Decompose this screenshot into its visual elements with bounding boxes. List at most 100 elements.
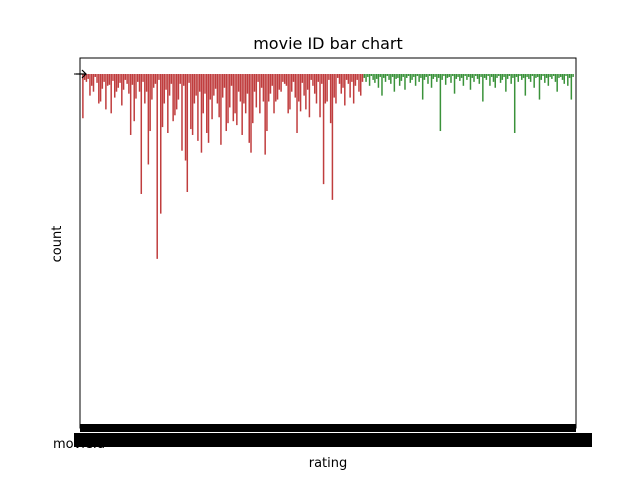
bars-group [82, 74, 574, 259]
bar-s0-91 [243, 74, 245, 104]
bar-s1-15 [390, 74, 392, 84]
bar-s0-113 [282, 74, 284, 82]
bar-s0-51 [172, 74, 174, 122]
x-ticks-group [74, 424, 592, 447]
bar-s0-127 [306, 74, 309, 90]
bar-s1-68 [483, 74, 486, 78]
bar-s1-52 [455, 74, 458, 79]
bar-s1-23 [404, 74, 406, 90]
bar-s1-99 [538, 74, 541, 100]
bar-s1-6 [374, 74, 376, 83]
bar-s1-64 [476, 74, 479, 79]
bar-s1-33 [421, 74, 424, 100]
bar-s0-23 [122, 74, 125, 90]
bar-s1-76 [498, 74, 500, 76]
bar-s0-67 [200, 74, 203, 153]
bar-s1-90 [522, 74, 525, 78]
bar-s0-112 [280, 74, 282, 92]
bar-s0-139 [328, 74, 330, 80]
bar-s1-1 [365, 74, 367, 82]
bar-s1-94 [529, 74, 532, 82]
bar-s0-102 [262, 74, 265, 102]
bar-s1-88 [519, 74, 521, 76]
bar-s0-64 [195, 74, 197, 96]
bar-s0-15 [108, 74, 111, 85]
bar-s0-36 [145, 74, 148, 92]
bar-s0-132 [315, 74, 318, 104]
bar-s0-1 [83, 74, 86, 80]
bar-s0-43 [158, 74, 160, 80]
bar-s1-97 [535, 74, 537, 78]
bar-s0-27 [129, 74, 132, 135]
bar-s0-90 [241, 74, 243, 135]
bar-s1-60 [469, 74, 472, 90]
bar-s0-16 [110, 74, 112, 114]
bar-s0-111 [278, 74, 281, 90]
bar-s0-131 [313, 74, 316, 94]
bar-s1-69 [485, 74, 488, 80]
bar-s0-137 [324, 74, 327, 104]
bar-s1-101 [542, 74, 544, 76]
bar-s0-147 [342, 74, 344, 88]
bar-s0-99 [257, 74, 259, 82]
bar-s1-96 [533, 74, 535, 88]
bar-s0-95 [250, 74, 252, 153]
bar-s1-75 [496, 74, 498, 78]
bar-s0-46 [163, 74, 166, 104]
bar-s0-57 [183, 74, 185, 86]
bar-s1-46 [444, 74, 447, 85]
bar-s0-77 [218, 74, 220, 118]
bar-s1-45 [443, 74, 445, 76]
bar-s0-63 [193, 74, 196, 104]
bar-s1-14 [388, 74, 390, 80]
bar-s0-28 [131, 74, 134, 85]
bar-s0-151 [349, 74, 351, 98]
bar-s0-37 [147, 74, 150, 165]
bar-s1-28 [413, 74, 415, 77]
bar-s1-98 [536, 74, 539, 77]
bar-s0-35 [144, 74, 146, 104]
bar-s1-7 [375, 74, 378, 79]
bar-s1-59 [467, 74, 470, 77]
bar-s0-83 [229, 74, 231, 108]
bar-s1-0 [363, 74, 366, 78]
bar-s0-103 [264, 74, 266, 155]
bar-s0-14 [106, 74, 109, 86]
bar-s1-37 [429, 74, 431, 76]
bar-s1-47 [446, 74, 449, 78]
bar-s1-116 [568, 74, 571, 78]
bar-s1-85 [513, 74, 516, 133]
bar-s1-29 [414, 74, 417, 86]
bar-s1-53 [457, 74, 459, 77]
bar-s0-7 [94, 74, 97, 77]
bar-s0-17 [112, 74, 114, 81]
bar-s1-81 [506, 74, 509, 79]
bar-s1-111 [559, 74, 562, 77]
bar-s0-47 [165, 74, 167, 90]
bar-s1-16 [391, 74, 394, 77]
bar-s0-76 [216, 74, 219, 104]
bar-s1-110 [558, 74, 560, 78]
bar-s1-51 [453, 74, 456, 94]
bar-s0-94 [248, 74, 250, 143]
bar-s1-107 [552, 74, 555, 76]
bar-s0-107 [271, 74, 273, 86]
bar-s0-115 [285, 74, 288, 86]
bar-s0-126 [305, 74, 307, 110]
bar-s0-150 [347, 74, 350, 84]
bar-s0-85 [232, 74, 235, 122]
bar-s1-114 [565, 74, 567, 76]
bar-s1-100 [540, 74, 543, 80]
bar-s0-11 [101, 74, 104, 89]
bar-s1-43 [439, 74, 442, 132]
bar-s0-141 [331, 74, 334, 200]
bar-s1-77 [499, 74, 502, 83]
bar-s1-78 [501, 74, 504, 80]
bar-s0-8 [96, 74, 98, 83]
bar-s1-112 [561, 74, 564, 80]
bar-s1-31 [418, 74, 420, 82]
bar-s0-5 [90, 74, 93, 86]
bar-s0-61 [190, 74, 192, 130]
bar-s0-74 [213, 74, 215, 96]
